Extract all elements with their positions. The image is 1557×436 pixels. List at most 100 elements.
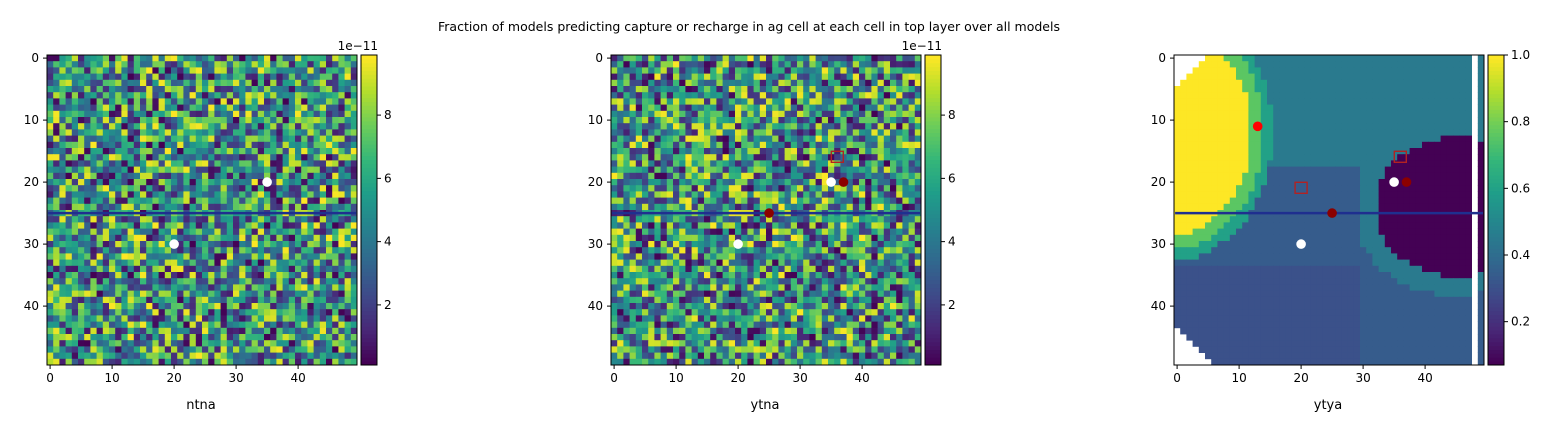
heatmap-cell: [195, 321, 203, 329]
heatmap-cell: [803, 272, 810, 279]
heatmap-cell: [208, 346, 215, 353]
heatmap-cell: [195, 340, 203, 347]
heatmap-cell: [654, 284, 661, 291]
heatmap-cell: [809, 92, 816, 99]
heatmap-cell: [257, 135, 265, 143]
heatmap-cell: [133, 278, 141, 285]
heatmap-cell: [679, 160, 686, 167]
heatmap-cell: [146, 216, 153, 223]
heatmap-cell: [685, 79, 692, 87]
heatmap-cell: [326, 346, 333, 353]
heatmap-cell: [797, 86, 804, 93]
heatmap-cell: [809, 197, 816, 205]
heatmap-cell: [307, 154, 314, 161]
heatmap-cell: [195, 110, 203, 118]
heatmap-cell: [177, 141, 184, 149]
heatmap-cell: [276, 334, 283, 341]
heatmap-cell: [78, 247, 85, 254]
heatmap-cell: [338, 352, 345, 360]
heatmap-cell: [288, 141, 296, 149]
heatmap-cell: [264, 104, 271, 112]
heatmap-cell: [350, 222, 358, 229]
heatmap-cell: [914, 265, 922, 273]
heatmap-cell: [741, 154, 748, 161]
heatmap-cell: [821, 228, 829, 236]
heatmap-cell: [319, 228, 327, 236]
heatmap-cell: [865, 247, 872, 254]
heatmap-cell: [96, 203, 104, 211]
heatmap-cell: [239, 346, 246, 353]
heatmap-cell: [846, 191, 854, 198]
heatmap-cell: [797, 216, 804, 223]
heatmap-cell: [350, 185, 358, 192]
heatmap-cell: [140, 241, 147, 248]
heatmap-cell: [47, 166, 54, 174]
heatmap-cell: [350, 303, 358, 310]
heatmap-cell: [784, 129, 792, 136]
heatmap-cell: [115, 172, 122, 180]
heatmap-cell: [629, 234, 637, 242]
heatmap-cell: [753, 135, 761, 143]
heatmap-cell: [710, 104, 717, 112]
heatmap-cell: [226, 321, 234, 329]
heatmap-cell: [629, 110, 637, 118]
heatmap-cell: [313, 352, 321, 360]
heatmap-cell: [189, 160, 197, 167]
heatmap-cell: [828, 309, 835, 316]
heatmap-cell: [96, 110, 104, 118]
heatmap-cell: [71, 234, 79, 242]
heatmap-cell: [679, 129, 686, 136]
heatmap-cell: [679, 123, 686, 130]
heatmap-cell: [332, 172, 339, 180]
heatmap-cell: [772, 253, 779, 260]
heatmap-cell: [865, 296, 872, 304]
heatmap-cell: [747, 321, 754, 329]
heatmap-cell: [790, 129, 798, 136]
heatmap-cell: [239, 129, 246, 136]
heatmap-cell: [239, 135, 246, 143]
heatmap-cell: [270, 179, 277, 186]
heatmap-cell: [809, 265, 816, 273]
heatmap-cell: [102, 334, 110, 341]
heatmap-cell: [146, 191, 153, 198]
colorbar-segment: [361, 89, 377, 95]
heatmap-cell: [741, 290, 748, 298]
heatmap-cell: [772, 321, 779, 329]
heatmap-cell: [852, 185, 860, 192]
heatmap-cell: [202, 340, 209, 347]
heatmap-cell: [809, 191, 816, 198]
heatmap-cell: [710, 247, 717, 254]
heatmap-cell: [90, 216, 97, 223]
heatmap-cell: [648, 110, 655, 118]
heatmap-cell: [722, 61, 730, 68]
heatmap-cell: [65, 222, 73, 229]
heatmap-cell: [815, 185, 823, 192]
heatmap-cell: [865, 185, 872, 192]
heatmap-cell: [821, 296, 829, 304]
heatmap-cell: [728, 309, 736, 316]
heatmap-cell: [257, 259, 265, 267]
heatmap-cell: [896, 203, 903, 211]
heatmap-cell: [623, 104, 630, 112]
heatmap-cell: [666, 327, 674, 335]
heatmap-cell: [251, 191, 259, 198]
heatmap-cell: [78, 185, 85, 192]
heatmap-cell: [195, 228, 203, 236]
heatmap-cell: [53, 154, 60, 161]
heatmap-cell: [301, 197, 308, 205]
heatmap-cell: [790, 197, 798, 205]
heatmap-cell: [319, 203, 327, 211]
heatmap-cell: [896, 315, 903, 322]
heatmap-cell: [195, 61, 203, 68]
heatmap-cell: [301, 315, 308, 322]
heatmap-cell: [251, 160, 259, 167]
heatmap-cell: [152, 154, 159, 161]
heatmap-cell: [704, 67, 711, 74]
heatmap-cell: [164, 334, 172, 341]
heatmap-cell: [152, 241, 159, 248]
heatmap-cell: [821, 315, 829, 322]
heatmap-cell: [282, 296, 290, 304]
heatmap-cell: [623, 197, 630, 205]
heatmap-cell: [797, 117, 804, 124]
heatmap-cell: [716, 334, 723, 341]
